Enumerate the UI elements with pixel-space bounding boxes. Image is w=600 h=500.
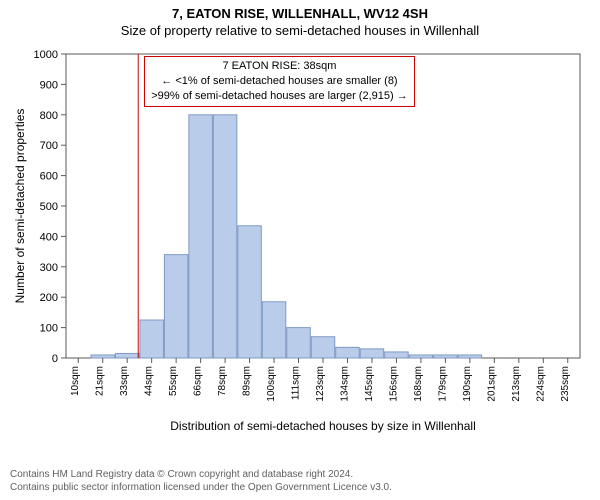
svg-text:44sqm: 44sqm <box>144 366 155 396</box>
svg-text:100sqm: 100sqm <box>266 366 277 402</box>
callout-header: 7 EATON RISE: 38sqm <box>151 59 408 74</box>
footer-line-1: Contains HM Land Registry data © Crown c… <box>10 468 590 481</box>
svg-text:21sqm: 21sqm <box>95 366 106 396</box>
svg-text:213sqm: 213sqm <box>511 366 522 402</box>
svg-text:200: 200 <box>40 292 58 304</box>
chart-container: 0 100 200 300 400 500 600 700 800 900 1000 Number o… <box>10 44 590 464</box>
svg-text:700: 700 <box>40 140 58 152</box>
svg-text:111sqm: 111sqm <box>291 366 302 400</box>
svg-text:145sqm: 145sqm <box>364 366 375 402</box>
page-title: 7, EATON RISE, WILLENHALL, WV12 4SH <box>0 6 600 21</box>
svg-text:600: 600 <box>40 171 58 183</box>
svg-text:Number of semi-detached proper: Number of semi-detached properties <box>13 109 27 304</box>
svg-text:89sqm: 89sqm <box>242 366 253 396</box>
svg-text:800: 800 <box>40 110 58 122</box>
svg-text:168sqm: 168sqm <box>413 366 424 402</box>
svg-text:179sqm: 179sqm <box>437 366 448 402</box>
svg-text:201sqm: 201sqm <box>486 366 497 402</box>
svg-text:55sqm: 55sqm <box>168 366 179 396</box>
svg-text:900: 900 <box>40 79 58 91</box>
svg-text:78sqm: 78sqm <box>217 366 228 396</box>
svg-text:1000: 1000 <box>34 49 58 61</box>
footer: Contains HM Land Registry data © Crown c… <box>0 464 600 500</box>
svg-text:10sqm: 10sqm <box>70 366 81 396</box>
svg-text:66sqm: 66sqm <box>193 366 204 396</box>
svg-text:400: 400 <box>40 231 58 243</box>
page-subtitle: Size of property relative to semi-detach… <box>0 23 600 38</box>
svg-text:123sqm: 123sqm <box>315 366 326 402</box>
svg-text:190sqm: 190sqm <box>462 366 473 402</box>
svg-text:134sqm: 134sqm <box>339 366 350 402</box>
callout-line-smaller: ← <1% of semi-detached houses are smalle… <box>151 74 408 89</box>
svg-text:33sqm: 33sqm <box>119 366 130 396</box>
svg-text:Distribution of semi-detached: Distribution of semi-detached houses by … <box>170 419 475 433</box>
footer-line-2: Contains public sector information licen… <box>10 481 590 494</box>
svg-text:300: 300 <box>40 262 58 274</box>
svg-text:0: 0 <box>52 353 58 365</box>
title-area: 7, EATON RISE, WILLENHALL, WV12 4SH Size… <box>0 0 600 40</box>
svg-text:224sqm: 224sqm <box>535 366 546 402</box>
svg-text:500: 500 <box>40 201 58 213</box>
marker-callout: 7 EATON RISE: 38sqm ← <1% of semi-detach… <box>144 56 415 107</box>
svg-text:156sqm: 156sqm <box>388 366 399 402</box>
callout-line-larger: >99% of semi-detached houses are larger … <box>151 89 408 104</box>
svg-text:100: 100 <box>40 323 58 335</box>
svg-text:235sqm: 235sqm <box>560 366 571 402</box>
